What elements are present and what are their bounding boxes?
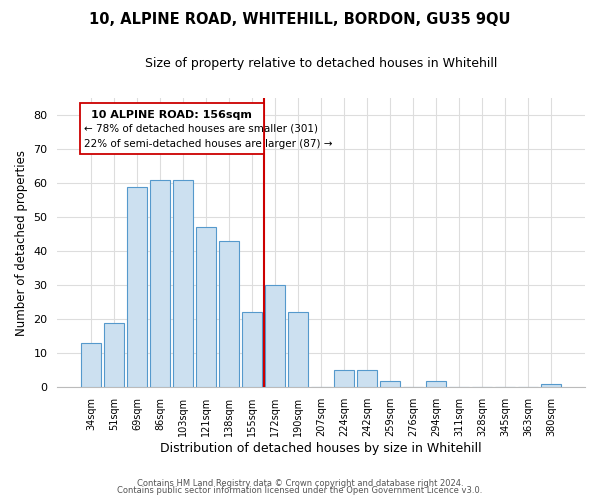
FancyBboxPatch shape: [80, 103, 263, 154]
Bar: [380, 380, 400, 388]
Bar: [127, 186, 147, 388]
Bar: [196, 228, 216, 388]
Y-axis label: Number of detached properties: Number of detached properties: [15, 150, 28, 336]
Bar: [242, 312, 262, 388]
Text: 10, ALPINE ROAD, WHITEHILL, BORDON, GU35 9QU: 10, ALPINE ROAD, WHITEHILL, BORDON, GU35…: [89, 12, 511, 28]
Bar: [265, 285, 285, 388]
Bar: [289, 312, 308, 388]
Text: Contains HM Land Registry data © Crown copyright and database right 2024.: Contains HM Land Registry data © Crown c…: [137, 478, 463, 488]
Bar: [173, 180, 193, 388]
Bar: [151, 180, 170, 388]
Bar: [220, 241, 239, 388]
Bar: [82, 343, 101, 388]
Bar: [104, 322, 124, 388]
Title: Size of property relative to detached houses in Whitehill: Size of property relative to detached ho…: [145, 58, 497, 70]
Text: 10 ALPINE ROAD: 156sqm: 10 ALPINE ROAD: 156sqm: [91, 110, 252, 120]
Text: 22% of semi-detached houses are larger (87) →: 22% of semi-detached houses are larger (…: [84, 139, 333, 149]
Bar: [334, 370, 354, 388]
Bar: [427, 380, 446, 388]
Bar: [541, 384, 561, 388]
Bar: [358, 370, 377, 388]
X-axis label: Distribution of detached houses by size in Whitehill: Distribution of detached houses by size …: [160, 442, 482, 455]
Text: ← 78% of detached houses are smaller (301): ← 78% of detached houses are smaller (30…: [84, 124, 318, 134]
Text: Contains public sector information licensed under the Open Government Licence v3: Contains public sector information licen…: [118, 486, 482, 495]
